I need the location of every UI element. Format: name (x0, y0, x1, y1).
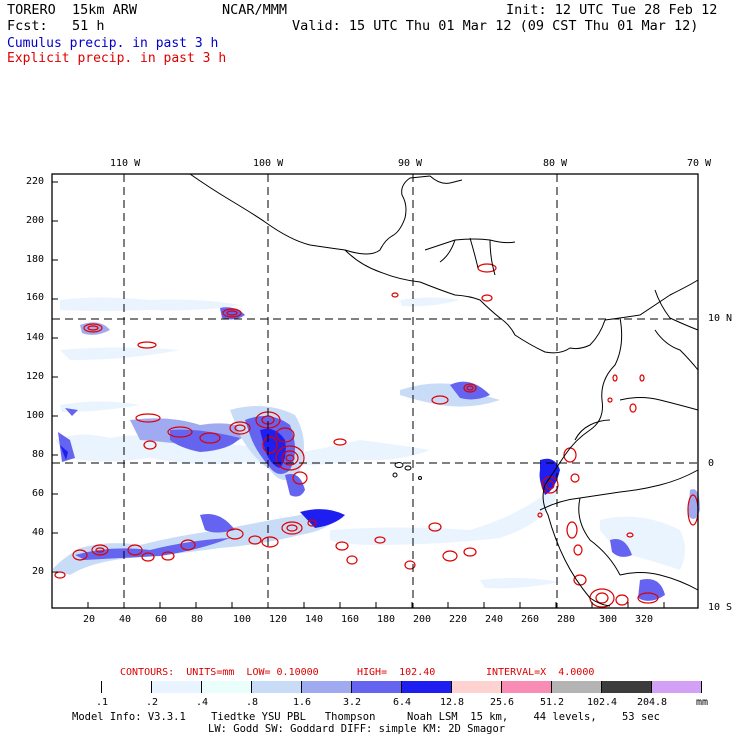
lon-label-80w: 80 W (543, 158, 568, 169)
lon-label-90w: 90 W (398, 158, 423, 169)
y-tick-label: 220 (26, 176, 45, 187)
x-tick-label: 320 (635, 614, 654, 625)
y-tick-label: 180 (26, 254, 45, 265)
lon-label-110w: 110 W (110, 158, 141, 169)
contours-interval: INTERVAL=X 4.0000 (486, 667, 595, 678)
y-tick-label: 40 (32, 527, 45, 538)
contours-high: HIGH= 102.40 (357, 667, 436, 678)
y-tick-label: 160 (26, 292, 45, 303)
model-title: TORERO 15km ARW (7, 2, 138, 18)
y-tick-label: 120 (26, 371, 45, 382)
explicit-precip-contours (54, 263, 699, 608)
x-tick-label: 120 (269, 614, 288, 625)
init-time: Init: 12 UTC Tue 28 Feb 12 (506, 2, 718, 18)
legend-cumulus: Cumulus precip. in past 3 h (7, 36, 219, 51)
lon-label-70w: 70 W (687, 158, 712, 169)
x-tick-label: 100 (233, 614, 252, 625)
contours-info: CONTOURS: UNITS=mm LOW= 0.10000 (120, 667, 319, 678)
x-tick-label: 20 (83, 614, 96, 625)
lat-label-10s: 10 S (708, 602, 733, 613)
y-tick-label: 20 (32, 566, 45, 577)
x-tick-label: 80 (191, 614, 204, 625)
colorbar-unit: mm (696, 697, 709, 708)
x-tick-label: 200 (413, 614, 432, 625)
y-tick-label: 100 (26, 410, 45, 421)
x-tick-label: 300 (599, 614, 618, 625)
axis-ticks (52, 181, 665, 608)
valid-time: Valid: 15 UTC Thu 01 Mar 12 (09 CST Thu … (292, 18, 699, 34)
x-tick-label: 60 (155, 614, 168, 625)
legend-explicit: Explicit precip. in past 3 h (7, 51, 227, 66)
x-tick-label: 260 (521, 614, 540, 625)
lat-label-10n: 10 N (708, 313, 733, 324)
y-tick-label: 60 (32, 488, 45, 499)
lon-label-100w: 100 W (253, 158, 284, 169)
lat-label-0: 0 (708, 458, 715, 469)
organization: NCAR/MMM (222, 2, 288, 18)
x-tick-label: 220 (449, 614, 468, 625)
model-info: Model Info: V3.3.1 Tiedtke YSU PBL Thomp… (72, 711, 660, 723)
x-tick-label: 180 (377, 614, 396, 625)
physics-info: LW: Godd SW: Goddard DIFF: simple KM: 2D… (208, 723, 506, 735)
x-tick-label: 280 (557, 614, 576, 625)
lat-lon-grid (52, 174, 698, 608)
x-tick-label: 40 (119, 614, 132, 625)
x-tick-label: 240 (485, 614, 504, 625)
x-tick-label: 140 (305, 614, 324, 625)
coastlines (189, 173, 699, 607)
forecast-hour: Fcst: 51 h (7, 18, 105, 34)
x-tick-label: 160 (341, 614, 360, 625)
y-tick-label: 140 (26, 332, 45, 343)
y-tick-label: 200 (26, 215, 45, 226)
y-tick-label: 80 (32, 449, 45, 460)
map-frame (51, 173, 699, 609)
cumulus-precip-shading (52, 297, 700, 601)
